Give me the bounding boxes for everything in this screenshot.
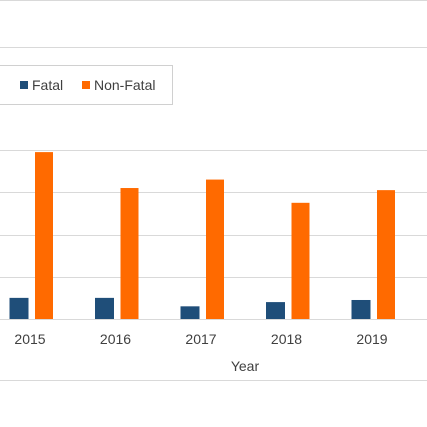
bar-non-fatal-2018: [291, 202, 310, 319]
legend-item-fatal: Fatal: [20, 77, 63, 93]
bar-fatal-2016: [95, 297, 114, 319]
bar-non-fatal-2019: [377, 190, 395, 319]
chart-legend: Fatal Non-Fatal: [0, 65, 173, 105]
x-tick-label: 2018: [271, 331, 302, 347]
bar-fatal-2017: [180, 306, 200, 319]
x-axis-title: Year: [231, 358, 260, 374]
bar-fatal-2019: [351, 299, 371, 319]
bottom-border: [0, 380, 427, 381]
bar-fatal-2015: [9, 297, 29, 319]
x-tick-label: 2015: [14, 331, 45, 347]
bar-non-fatal-2015: [35, 152, 53, 319]
x-tick-label: 2017: [185, 331, 216, 347]
bar-fatal-2018: [266, 302, 285, 319]
header-border: [0, 47, 427, 48]
legend-item-non-fatal: Non-Fatal: [82, 77, 155, 93]
bar-non-fatal-2017: [206, 179, 224, 319]
non-fatal-swatch: [82, 81, 90, 89]
x-tick-label: 2016: [100, 331, 131, 347]
x-tick-label: 2019: [356, 331, 387, 347]
legend-label-non-fatal: Non-Fatal: [94, 77, 156, 93]
legend-label-fatal: Fatal: [32, 77, 64, 93]
bar-non-fatal-2016: [120, 188, 139, 319]
fatal-swatch: [20, 81, 28, 89]
top-border: [0, 0, 427, 1]
